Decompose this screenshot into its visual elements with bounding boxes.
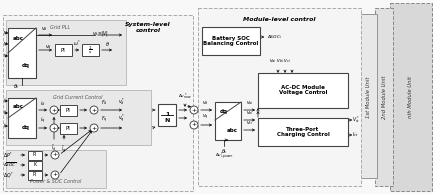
Bar <box>158 104 176 126</box>
Text: $i_q$: $i_q$ <box>40 116 46 126</box>
Text: Three-Port
Charging Control: Three-Port Charging Control <box>277 127 330 137</box>
Text: 1: 1 <box>165 113 169 118</box>
Text: Module-level control: Module-level control <box>243 17 315 22</box>
Text: $I_{ct}$: $I_{ct}$ <box>352 131 359 139</box>
Text: +: + <box>52 126 57 131</box>
Text: +: + <box>52 172 58 178</box>
Bar <box>6 150 106 188</box>
Bar <box>6 20 126 85</box>
Text: +: + <box>52 107 57 113</box>
Text: 2nd Module Unit: 2nd Module Unit <box>381 75 387 119</box>
Text: $\hat{i}_d$: $\hat{i}_d$ <box>51 143 57 153</box>
Text: $v_b$: $v_b$ <box>3 40 10 48</box>
Text: $\theta_s$: $\theta_s$ <box>221 147 227 156</box>
Text: Power & SOC Control: Power & SOC Control <box>30 179 82 184</box>
Text: $i_c$: $i_c$ <box>3 122 8 130</box>
Bar <box>82 44 99 56</box>
Text: +: + <box>91 107 97 113</box>
Text: $v_d \!=\!|V|$: $v_d \!=\!|V|$ <box>91 29 108 37</box>
Bar <box>390 3 432 191</box>
Text: Battery SOC
Balancing Control: Battery SOC Balancing Control <box>204 36 259 46</box>
Text: PI: PI <box>33 172 37 178</box>
Bar <box>28 161 42 170</box>
Text: $\Delta\overline{SOC}^*$: $\Delta\overline{SOC}^*$ <box>3 160 19 170</box>
Text: $V^*_{ct}$: $V^*_{ct}$ <box>352 115 360 125</box>
Text: $\Delta P^*$: $\Delta P^*$ <box>3 150 13 160</box>
Text: $F_d$: $F_d$ <box>101 98 108 107</box>
Text: $v_{ci}$: $v_{ci}$ <box>246 119 254 127</box>
Text: $v_c$: $v_c$ <box>3 52 10 60</box>
Circle shape <box>190 106 198 114</box>
Text: $\theta_s$: $\theta_s$ <box>13 82 19 91</box>
Circle shape <box>90 106 98 114</box>
Text: +: + <box>91 126 97 131</box>
Text: abc: abc <box>13 105 23 109</box>
Circle shape <box>51 171 59 179</box>
Text: PI: PI <box>61 48 65 53</box>
Text: AC-DC Module
Voltage Control: AC-DC Module Voltage Control <box>279 85 327 95</box>
Text: PI: PI <box>33 152 37 158</box>
Text: $v_d$: $v_d$ <box>202 99 208 107</box>
Text: K: K <box>33 163 37 167</box>
Text: dq: dq <box>220 109 228 114</box>
Text: $\omega^*$: $\omega^*$ <box>73 39 81 48</box>
Text: $v_q^*$: $v_q^*$ <box>118 113 126 125</box>
Bar <box>60 123 77 134</box>
Text: $\Delta SOC_i$: $\Delta SOC_i$ <box>267 33 282 41</box>
Text: $v_d^*$: $v_d^*$ <box>118 96 126 107</box>
Text: +: + <box>52 152 58 158</box>
Bar <box>60 105 77 116</box>
Circle shape <box>50 106 58 114</box>
Text: Grid Current Control: Grid Current Control <box>53 95 103 100</box>
Text: $v_d$: $v_d$ <box>42 25 48 33</box>
Text: nth Module Unit: nth Module Unit <box>408 76 414 118</box>
Bar <box>375 8 393 186</box>
Text: $\Delta Q^*$: $\Delta Q^*$ <box>3 170 14 180</box>
Text: System-level
control: System-level control <box>125 22 171 33</box>
Text: abc: abc <box>226 127 237 133</box>
Bar <box>215 102 241 140</box>
Text: $F_q$: $F_q$ <box>101 115 107 125</box>
Text: PI: PI <box>65 126 71 131</box>
Bar <box>198 8 361 186</box>
Text: $i_b$: $i_b$ <box>3 109 8 117</box>
Text: $v_{ai}\ v_{bi}\ v_{ci}$: $v_{ai}\ v_{bi}\ v_{ci}$ <box>269 57 291 65</box>
Text: Grid PLL: Grid PLL <box>50 25 70 30</box>
Text: 1st Module Unit: 1st Module Unit <box>365 76 371 118</box>
Bar <box>8 28 36 78</box>
Bar <box>3 15 193 191</box>
Circle shape <box>90 124 98 132</box>
Text: N: N <box>164 119 170 124</box>
Bar <box>6 90 151 145</box>
Bar <box>258 118 348 146</box>
Bar <box>55 44 72 56</box>
Bar <box>202 27 260 55</box>
Text: $v_q$: $v_q$ <box>202 113 208 122</box>
Text: $\frac{1}{s}$: $\frac{1}{s}$ <box>87 44 92 56</box>
Text: $\Delta v^*_{new}$: $\Delta v^*_{new}$ <box>178 92 192 102</box>
Text: abc: abc <box>13 36 23 41</box>
Text: $\hat{i}_q$: $\hat{i}_q$ <box>61 143 67 155</box>
Bar <box>28 171 42 180</box>
Bar <box>8 98 36 138</box>
Text: +: + <box>191 122 197 127</box>
Bar <box>28 151 42 160</box>
Text: $v_{bi}$: $v_{bi}$ <box>246 109 254 117</box>
Circle shape <box>51 151 59 159</box>
Text: dq: dq <box>22 126 30 131</box>
Text: +: + <box>191 107 197 113</box>
Text: $\theta$: $\theta$ <box>104 40 110 48</box>
Bar <box>360 14 377 178</box>
Text: $\Delta v^*_{i,power}$: $\Delta v^*_{i,power}$ <box>215 150 233 162</box>
Text: dq: dq <box>22 62 30 68</box>
Text: $v_{ai}$: $v_{ai}$ <box>246 99 254 107</box>
Text: $i_a$: $i_a$ <box>3 97 8 106</box>
Text: $v_d$: $v_d$ <box>45 43 52 51</box>
Text: PI: PI <box>65 107 71 113</box>
Text: $v_a$: $v_a$ <box>3 29 10 37</box>
Text: $i_d$: $i_d$ <box>40 99 46 108</box>
Bar <box>258 73 348 108</box>
Circle shape <box>50 124 58 132</box>
Circle shape <box>190 121 198 129</box>
